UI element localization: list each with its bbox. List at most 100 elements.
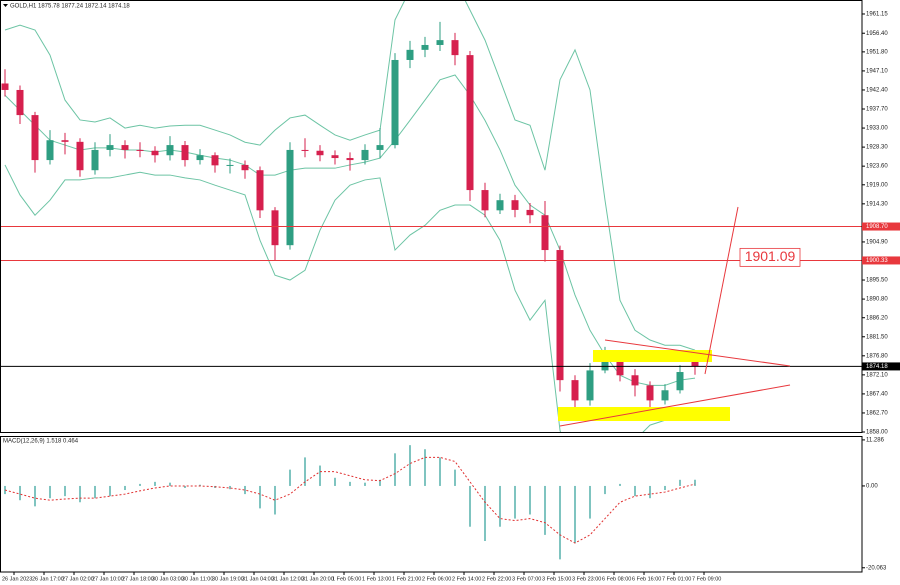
x-tick-label: 30 Jan 19:00	[212, 576, 244, 582]
macd-bar	[199, 484, 201, 486]
candle-body	[256, 170, 264, 211]
macd-bar	[694, 479, 696, 486]
candle-body	[511, 200, 519, 210]
macd-bar	[304, 457, 306, 486]
x-tick-label: 27 Jan 10:00	[92, 576, 124, 582]
y-tick-label: 1928.30	[866, 145, 888, 151]
annotation-label: 1901.09	[745, 248, 796, 264]
candle-body	[136, 149, 144, 151]
macd-bar	[559, 485, 561, 560]
macd-bar	[604, 485, 606, 495]
candle-body	[271, 210, 279, 246]
y-tick-label: 1942.40	[866, 88, 888, 94]
candle-body	[226, 164, 234, 166]
macd-bar	[364, 482, 366, 486]
macd-bar	[634, 485, 636, 497]
x-tick-label: 3 Feb 15:00	[542, 576, 571, 582]
candle-body	[301, 149, 309, 151]
level-tag	[862, 362, 900, 371]
macd-bar	[679, 479, 681, 486]
zone-highlight	[593, 350, 712, 362]
candle-body	[526, 209, 534, 216]
y-tick-label: 1914.30	[866, 201, 888, 207]
macd-bar	[319, 465, 321, 486]
macd-bar	[439, 457, 441, 486]
macd-bar	[424, 449, 426, 486]
y-tick-label: 1890.80	[866, 297, 888, 303]
y-tick-label: 1876.80	[866, 353, 888, 359]
macd-panel	[4, 445, 696, 560]
candle-body	[241, 164, 249, 171]
candle-body	[16, 89, 24, 116]
macd-bar	[259, 485, 261, 509]
candle-body	[331, 155, 339, 159]
candle-body	[106, 145, 114, 150]
candle-body	[376, 145, 384, 150]
x-tick-label: 3 Feb 23:00	[572, 576, 601, 582]
macd-bar	[499, 485, 501, 527]
candle-body	[496, 200, 504, 211]
candle-body	[436, 40, 444, 45]
x-tick-label: 3 Feb 07:00	[512, 576, 541, 582]
candle-body	[421, 44, 429, 50]
macd-bar	[664, 485, 666, 491]
macd-bar	[514, 485, 516, 519]
y-tick-label: 1956.40	[866, 31, 888, 37]
level-label: 1900.33	[866, 258, 888, 264]
macd-bar	[64, 485, 66, 497]
x-tick-label: 30 Jan 03:00	[152, 576, 184, 582]
level-tag	[862, 256, 900, 265]
macd-bar	[34, 485, 36, 507]
macd-bar	[274, 485, 276, 515]
macd-bar	[379, 479, 381, 486]
candle-body	[676, 372, 684, 391]
x-tick-label: 7 Feb 01:00	[662, 576, 691, 582]
candle-body	[391, 59, 399, 146]
macd-bar	[289, 469, 291, 486]
y-tick-label: 0.00	[866, 484, 878, 490]
candle-body	[541, 215, 549, 251]
y-tick-label: -20.063	[866, 565, 887, 571]
y-tick-label: 1867.40	[866, 391, 888, 397]
x-tick-label: 31 Jan 12:00	[272, 576, 304, 582]
candle-body	[286, 149, 294, 246]
level-label: 1908.70	[866, 224, 888, 230]
candle-body	[466, 55, 474, 191]
macd-bar	[94, 485, 96, 499]
macd-bar	[589, 485, 591, 519]
projection-line	[704, 206, 739, 375]
macd-bar	[334, 477, 336, 486]
trend-line	[604, 339, 791, 367]
macd-bar	[184, 485, 186, 488]
macd-bar	[124, 485, 126, 491]
y-tick-label: 1858.00	[866, 430, 888, 436]
y-tick-label: 1872.10	[866, 372, 888, 378]
x-tick-label: 26 Jan 17:00	[32, 576, 64, 582]
candle-body	[481, 190, 489, 211]
x-tick-label: 1 Feb 13:00	[362, 576, 391, 582]
x-tick-label: 31 Jan 20:00	[302, 576, 334, 582]
candle-body	[76, 141, 84, 171]
candle-body	[151, 150, 159, 156]
candle-body	[691, 359, 699, 367]
candle-body	[181, 145, 189, 161]
macd-bar	[649, 485, 651, 499]
candle-body	[316, 150, 324, 156]
candle-body	[166, 145, 174, 156]
candle-body	[451, 40, 459, 56]
candle-body	[346, 158, 354, 161]
x-tick-label: 1 Feb 05:00	[332, 576, 361, 582]
x-tick-label: 30 Jan 11:00	[182, 576, 213, 582]
candle-body	[631, 375, 639, 386]
band-line	[4, 164, 696, 432]
candle-body	[646, 385, 654, 401]
candle-body	[556, 250, 564, 381]
price-panel	[0, 0, 862, 432]
y-tick-label: 11.286	[866, 437, 885, 443]
macd-bar	[139, 483, 141, 486]
macd-bar	[349, 481, 351, 486]
y-tick-label: 1904.90	[866, 240, 888, 246]
trend-line	[559, 384, 791, 427]
price-frame	[0, 0, 863, 433]
